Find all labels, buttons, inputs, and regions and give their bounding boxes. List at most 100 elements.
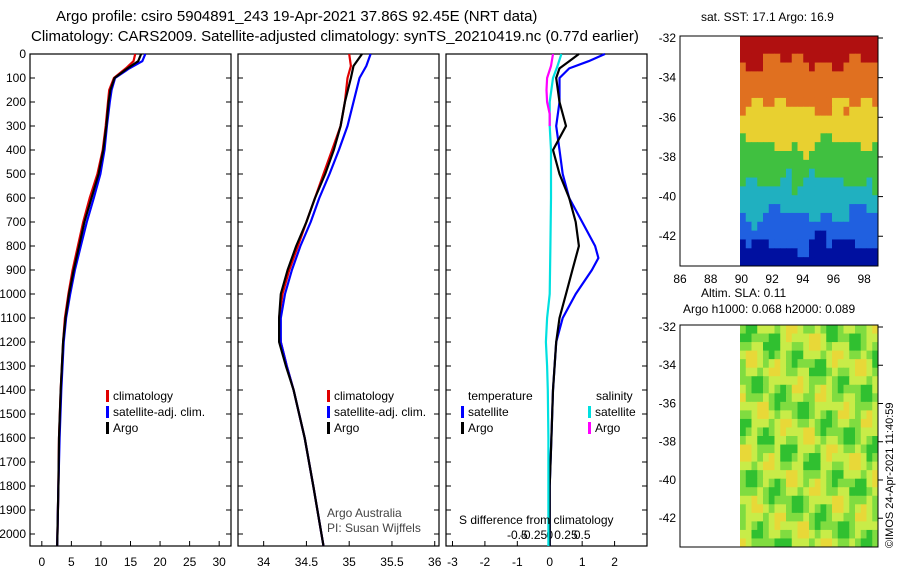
legend-marker-s-satellite bbox=[588, 406, 591, 418]
map-cell bbox=[797, 44, 804, 55]
map-cell bbox=[740, 461, 747, 471]
map-cell bbox=[757, 239, 764, 249]
map-cell bbox=[745, 80, 752, 90]
map-cell bbox=[768, 410, 775, 420]
map-cell bbox=[791, 133, 798, 143]
map-cell bbox=[745, 62, 752, 72]
map-cell bbox=[757, 186, 764, 196]
map-cell bbox=[757, 350, 764, 360]
map-cell bbox=[774, 384, 781, 394]
map-cell bbox=[797, 204, 804, 214]
map-cell bbox=[745, 230, 752, 240]
map-cell bbox=[837, 53, 844, 64]
map-cell bbox=[791, 44, 798, 55]
map-cell bbox=[866, 257, 873, 267]
legend-heading-salinity: salinity bbox=[596, 389, 633, 403]
map-cell bbox=[872, 478, 879, 488]
map-cell bbox=[826, 124, 833, 134]
map-cell bbox=[872, 124, 879, 134]
map-cell bbox=[768, 89, 775, 99]
map-cell bbox=[780, 44, 787, 55]
map-cell bbox=[803, 325, 810, 335]
map-cell bbox=[797, 80, 804, 90]
map-cell bbox=[803, 195, 810, 205]
map-cell bbox=[786, 333, 793, 343]
map-cell bbox=[820, 410, 827, 420]
map-cell bbox=[803, 444, 810, 454]
map-cell bbox=[797, 239, 804, 249]
map-cell bbox=[837, 212, 844, 223]
map-cell bbox=[803, 44, 810, 55]
map-cell bbox=[814, 115, 821, 125]
map-cell bbox=[849, 529, 856, 539]
map-cell bbox=[803, 89, 810, 99]
map-cell bbox=[745, 376, 752, 386]
map-cell bbox=[768, 204, 775, 214]
map-cell bbox=[768, 495, 775, 505]
map-cell bbox=[809, 478, 816, 488]
map-cell bbox=[803, 36, 810, 46]
map-cell bbox=[774, 186, 781, 196]
map-cell bbox=[837, 239, 844, 249]
map-cell bbox=[797, 495, 804, 505]
map-cell bbox=[803, 376, 810, 386]
map-cell bbox=[860, 333, 867, 343]
s-tick-label: 0.5 bbox=[574, 528, 591, 542]
s-tick-label: -0.25 bbox=[520, 528, 548, 542]
map-cell bbox=[757, 204, 764, 214]
map-cell bbox=[820, 239, 827, 249]
map-cell bbox=[826, 384, 833, 394]
map-cell bbox=[809, 504, 816, 514]
map-cell bbox=[860, 195, 867, 205]
map-cell bbox=[809, 384, 816, 394]
map-cell bbox=[809, 204, 816, 214]
s-tick-label: 0.25 bbox=[554, 528, 578, 542]
map-cell bbox=[872, 257, 879, 267]
map-cell bbox=[843, 478, 850, 488]
map-cell bbox=[855, 195, 862, 205]
map-cell bbox=[814, 204, 821, 214]
map-cell bbox=[809, 436, 816, 446]
map-cell bbox=[860, 71, 867, 81]
map-cell bbox=[826, 495, 833, 505]
map-cell bbox=[780, 418, 787, 428]
map-cell bbox=[786, 221, 793, 232]
map-cell bbox=[763, 230, 770, 240]
map-cell bbox=[832, 538, 839, 548]
map-cell bbox=[820, 512, 827, 522]
map-cell bbox=[849, 239, 856, 249]
map-cell bbox=[814, 418, 821, 428]
map-cell bbox=[780, 36, 787, 46]
map-cell bbox=[745, 359, 752, 369]
map-cell bbox=[774, 106, 781, 117]
map-cell bbox=[826, 151, 833, 161]
map-cell bbox=[849, 124, 856, 134]
map-cell bbox=[768, 142, 775, 152]
map-cell bbox=[809, 151, 816, 161]
map-cell bbox=[860, 142, 867, 152]
map-cell bbox=[768, 115, 775, 125]
map-cell bbox=[820, 436, 827, 446]
map-cell bbox=[780, 470, 787, 480]
map-cell bbox=[826, 504, 833, 514]
map-cell bbox=[751, 376, 758, 386]
map-cell bbox=[797, 71, 804, 81]
map-cell bbox=[780, 248, 787, 258]
map-cell bbox=[855, 159, 862, 170]
map-cell bbox=[837, 512, 844, 522]
map-cell bbox=[837, 142, 844, 152]
map-cell bbox=[751, 221, 758, 232]
map-cell bbox=[745, 142, 752, 152]
map-cell bbox=[745, 418, 752, 428]
map-cell bbox=[763, 44, 770, 55]
map-cell bbox=[763, 89, 770, 99]
map-cell bbox=[860, 186, 867, 196]
map-cell bbox=[740, 410, 747, 420]
x-tick-label: 10 bbox=[94, 555, 108, 569]
map-cell bbox=[820, 461, 827, 471]
map-cell bbox=[814, 97, 821, 108]
map-cell bbox=[791, 36, 798, 46]
map-cell bbox=[774, 427, 781, 437]
map-cell bbox=[826, 418, 833, 428]
map-cell bbox=[872, 342, 879, 352]
